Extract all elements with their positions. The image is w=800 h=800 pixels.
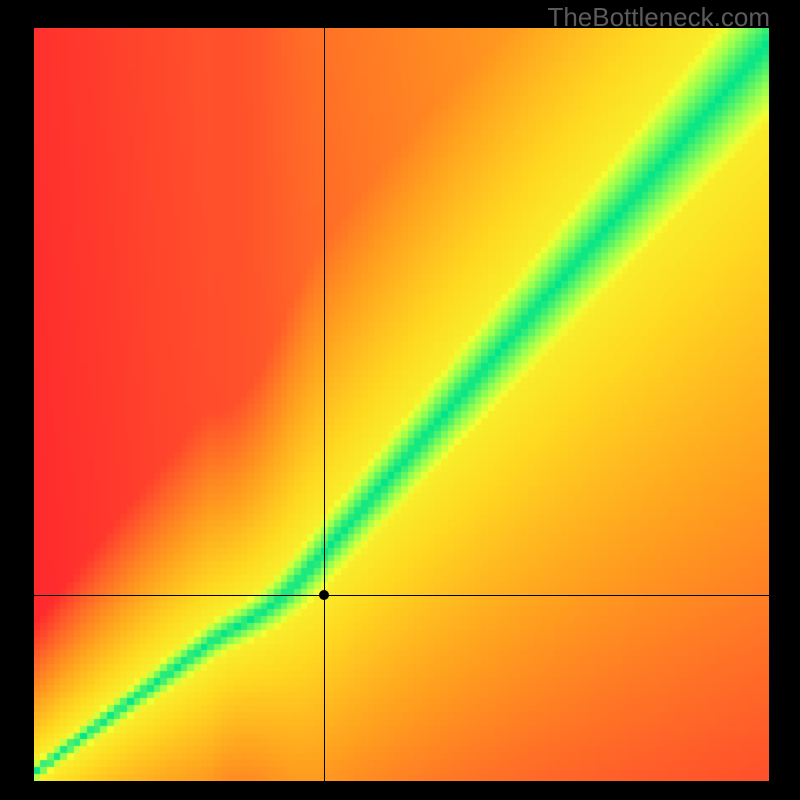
crosshair-vertical bbox=[324, 28, 325, 781]
crosshair-horizontal bbox=[34, 595, 769, 596]
figure-root: TheBottleneck.com bbox=[0, 0, 800, 800]
watermark-text: TheBottleneck.com bbox=[547, 2, 770, 33]
heatmap-canvas bbox=[34, 28, 769, 781]
plot-area bbox=[34, 28, 769, 781]
crosshair-dot bbox=[319, 590, 329, 600]
